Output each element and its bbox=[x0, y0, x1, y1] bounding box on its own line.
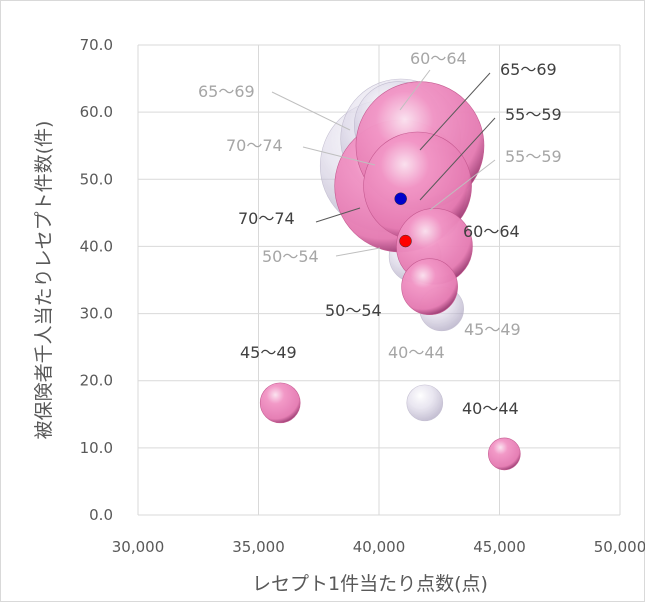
series-dark-bubbles bbox=[259, 81, 521, 471]
leader-line bbox=[302, 146, 376, 166]
marker-point bbox=[394, 192, 407, 206]
x-axis-title: レセプト1件当たり点数(点) bbox=[252, 573, 488, 595]
bubble-label: 60〜64 bbox=[410, 49, 467, 68]
bubble-dark bbox=[259, 382, 301, 424]
x-tick-label: 30,000 bbox=[112, 538, 165, 556]
y-tick-label: 30.0 bbox=[80, 305, 113, 323]
bubble-light bbox=[406, 384, 444, 422]
y-tick-label: 10.0 bbox=[80, 439, 113, 457]
bubble-label: 45〜49 bbox=[464, 320, 521, 339]
y-tick-label: 40.0 bbox=[80, 237, 113, 255]
axis-ticks: 30,000 35,000 40,000 45,000 50,000 0.0 10.0 20.… bbox=[80, 36, 645, 556]
x-tick-label: 45,000 bbox=[473, 538, 526, 556]
bubble-label: 70〜74 bbox=[238, 209, 295, 228]
x-tick-label: 35,000 bbox=[232, 538, 285, 556]
bubble-dark bbox=[401, 258, 458, 316]
y-tick-label: 20.0 bbox=[80, 372, 113, 390]
bubble-label: 50〜54 bbox=[262, 247, 319, 266]
bubble-label: 50〜54 bbox=[325, 301, 382, 320]
leader-line bbox=[315, 207, 361, 223]
leader-line bbox=[399, 69, 431, 111]
bubble-label: 40〜44 bbox=[388, 343, 445, 362]
y-axis-title: 被保険者千人当たりレセプト件数(件) bbox=[33, 121, 55, 440]
bubble-label: 45〜49 bbox=[240, 343, 297, 362]
bubble-label: 55〜59 bbox=[505, 147, 562, 166]
y-tick-label: 0.0 bbox=[89, 506, 113, 524]
bubble-label: 60〜64 bbox=[463, 222, 520, 241]
y-tick-label: 60.0 bbox=[80, 103, 113, 121]
bubble-labels: 45〜49 40〜44 50〜54 60〜64 55〜59 65〜69 70〜74 40〜44… bbox=[198, 49, 562, 418]
bubble-label: 40〜44 bbox=[462, 399, 519, 418]
leader-line bbox=[419, 72, 491, 151]
bubble-label: 55〜59 bbox=[505, 105, 562, 124]
leader-line bbox=[419, 117, 496, 201]
leader-line bbox=[271, 91, 351, 131]
bubble-label: 65〜69 bbox=[198, 82, 255, 101]
marker-point bbox=[399, 234, 412, 248]
leader-line bbox=[429, 159, 496, 211]
bubble-label: 65〜69 bbox=[500, 60, 557, 79]
y-tick-label: 70.0 bbox=[80, 36, 113, 54]
y-tick-label: 50.0 bbox=[80, 170, 113, 188]
leader-line bbox=[335, 247, 381, 257]
x-tick-label: 40,000 bbox=[353, 538, 406, 556]
x-tick-label: 50,000 bbox=[594, 538, 645, 556]
bubble-dark bbox=[488, 437, 521, 471]
marker-points bbox=[394, 192, 412, 248]
bubble-label: 70〜74 bbox=[226, 136, 283, 155]
